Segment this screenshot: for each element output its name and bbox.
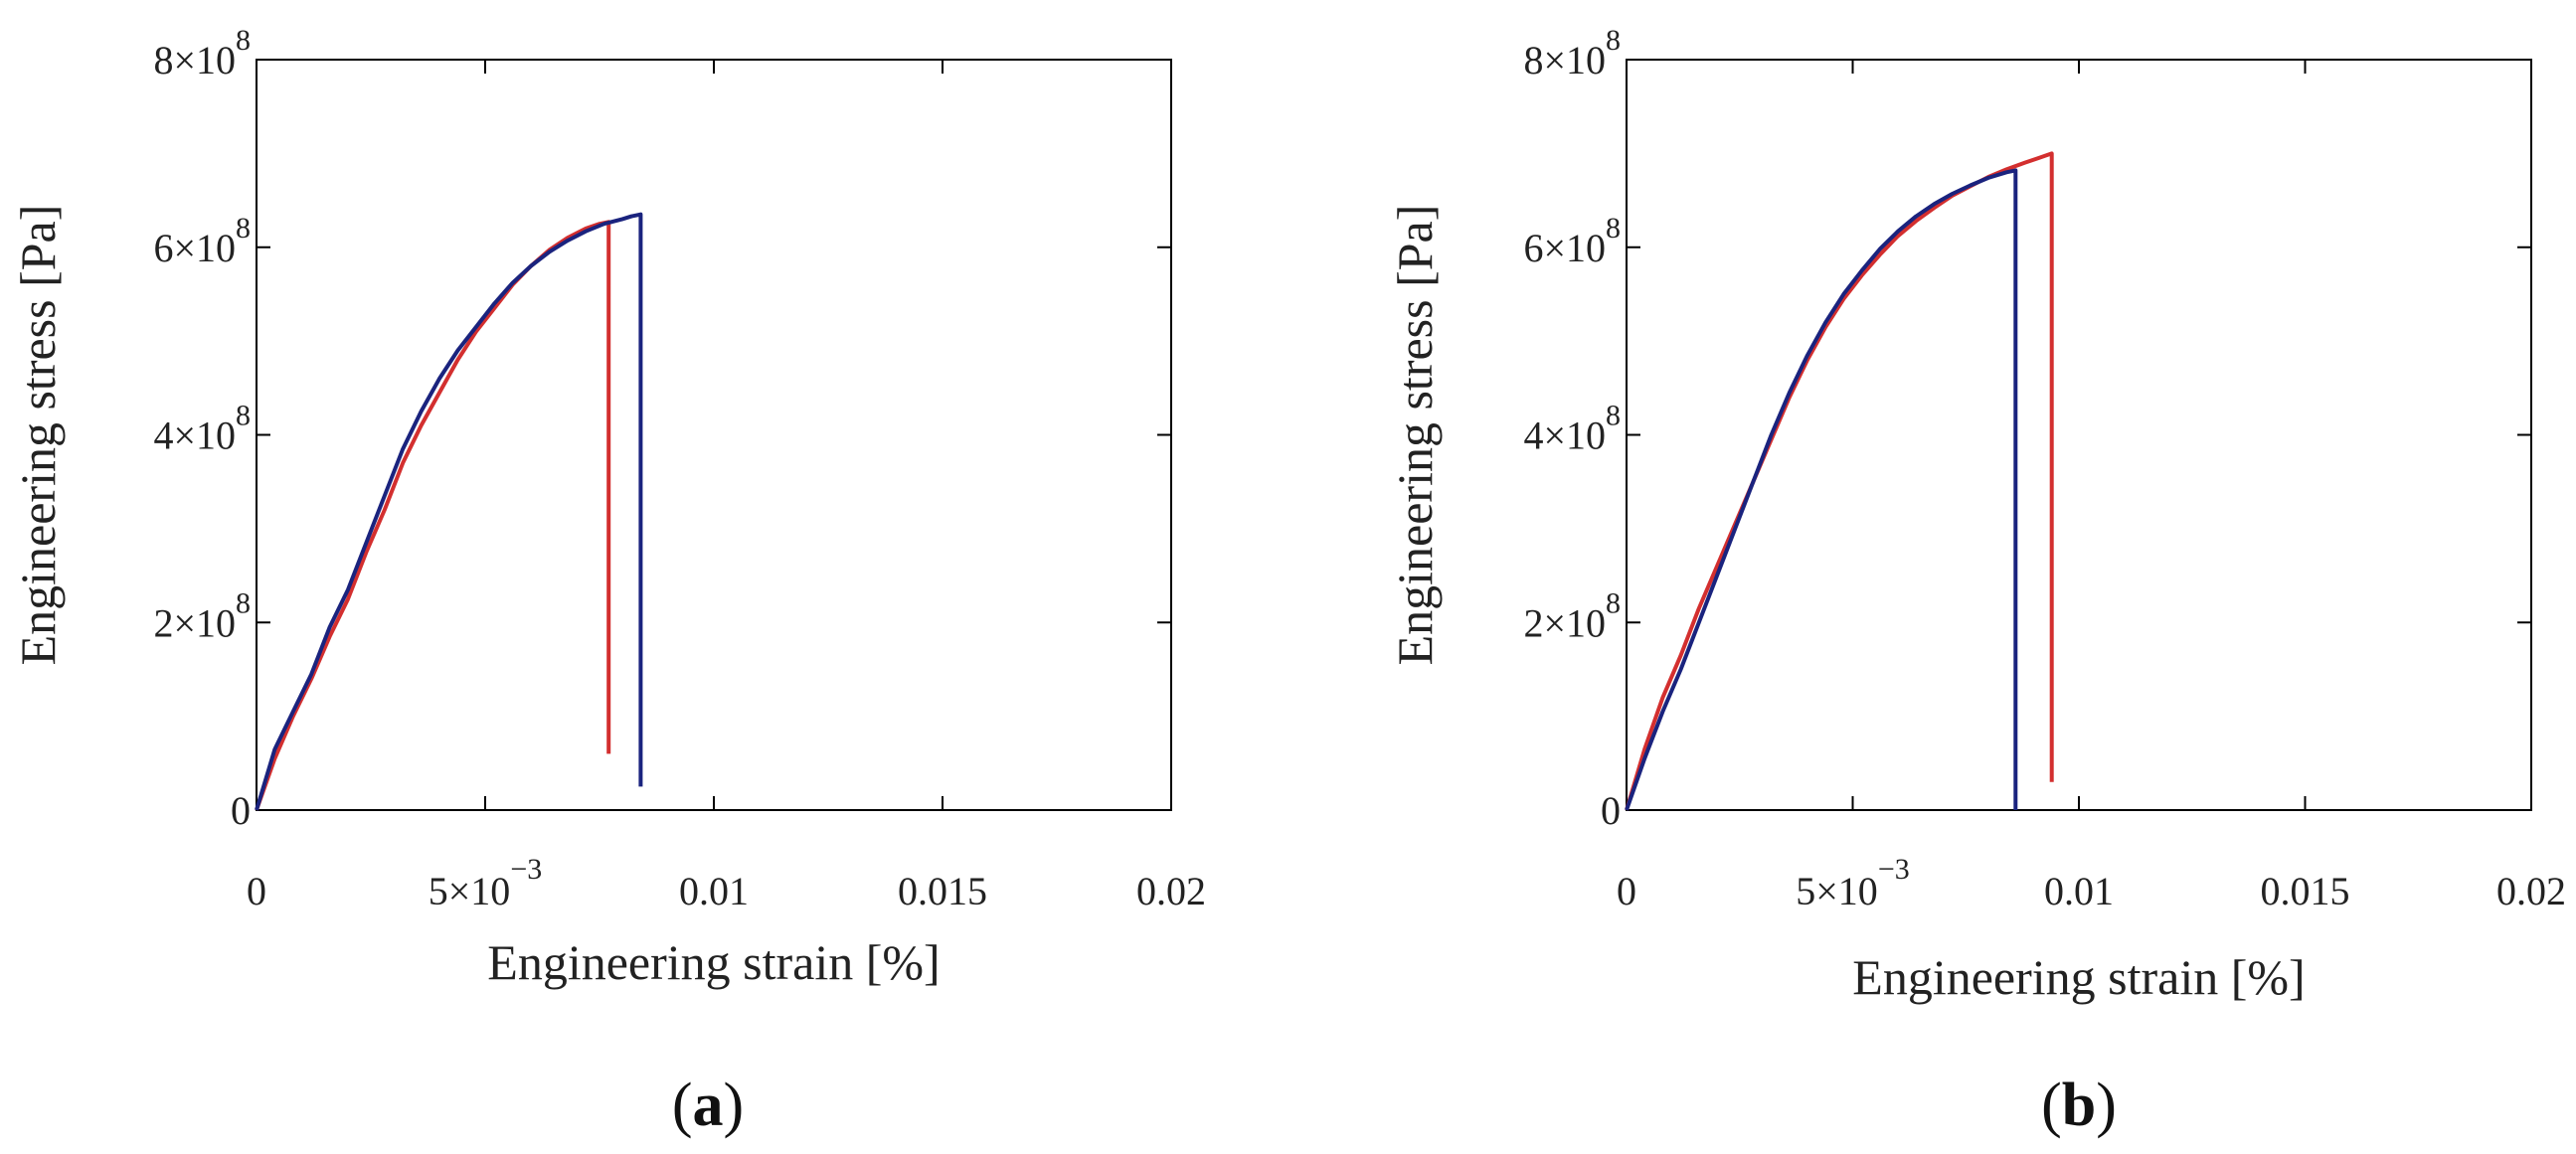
panel-b-x-tick-label: 0.015: [2261, 869, 2350, 913]
panel-b-series-line-1: [1625, 151, 2054, 811]
panel-b-y-axis-title: Engineering stress [Pa]: [1387, 205, 1443, 666]
panel-b-plot-frame: [1626, 59, 2532, 811]
panel-a-y-axis-title: Engineering stress [Pa]: [10, 205, 66, 666]
panel-b-y-tick-label: 4×108: [1523, 400, 1621, 458]
panel-a-y-tick-label: 0: [231, 788, 251, 833]
panel-a-x-axis-title: Engineering strain [%]: [487, 934, 940, 990]
panel-a-x-tick-label: 0.01: [679, 869, 749, 913]
panel-b-label: (b): [2041, 1072, 2117, 1139]
panel-b-x-tick-label: 0.02: [2496, 869, 2566, 913]
panel-a-x-tick-label: 5×10−3: [429, 853, 542, 913]
panel-a-x-tick-label: 0.015: [898, 869, 987, 913]
panel-a-y-tick-label: 8×108: [153, 24, 251, 82]
panel-b-series-line-2: [1625, 168, 2018, 811]
panel-a-y-tick-label: 6×108: [153, 212, 251, 270]
panel-a-series-line-2: [255, 212, 643, 811]
panel-b-x-tick-label: 5×10−3: [1796, 853, 1909, 913]
panel-a-y-tick-label: 2×108: [153, 586, 251, 645]
panel-b-y-tick-label: 2×108: [1523, 586, 1621, 645]
panel-a-x-tick-label: 0.02: [1136, 869, 1206, 913]
panel-b-x-axis-title: Engineering strain [%]: [1852, 949, 2305, 1005]
panel-a-y-tick-label: 4×108: [153, 400, 251, 458]
panel-a-series-line-1: [255, 220, 611, 811]
panel-b-y-tick-label: 6×108: [1523, 212, 1621, 270]
chart-panel-a: 0 5×10−3 0.01 0.015 0.02 0 2×108 4×108 6×108 8×10…: [10, 24, 1206, 1139]
panel-a-x-tick-label: 0: [247, 869, 266, 913]
panel-b-x-tick-label: 0: [1617, 869, 1636, 913]
chart-panel-b: 0 5×10−3 0.01 0.015 0.02 0 2×108 4×108 6×108 8×10…: [1387, 24, 2566, 1139]
panel-a-label: (a): [672, 1072, 744, 1139]
panel-a-plot-frame: [256, 59, 1172, 811]
panel-b-y-tick-label: 0: [1601, 788, 1621, 833]
panel-b-y-tick-label: 8×108: [1523, 24, 1621, 82]
panel-b-x-tick-label: 0.01: [2044, 869, 2114, 913]
